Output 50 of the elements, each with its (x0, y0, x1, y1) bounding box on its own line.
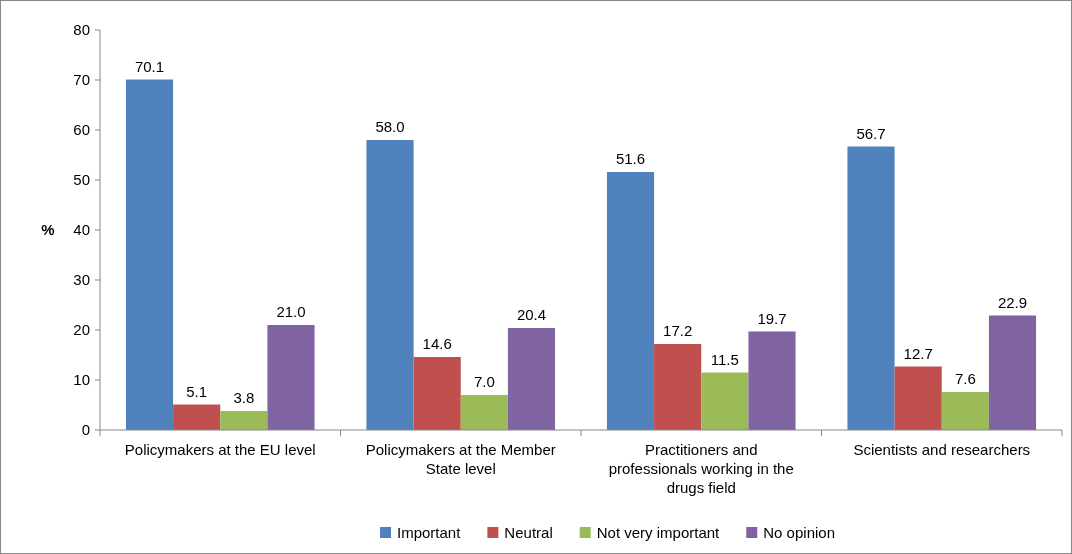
x-tick-label: Practitioners and professionals working in the drugs field (608, 441, 794, 496)
bar (941, 392, 989, 430)
bar (220, 411, 268, 430)
x-tick-label: Scientists and researchers (853, 441, 1031, 458)
data-label: 58.0 (375, 118, 405, 135)
data-label: 12.7 (903, 344, 933, 362)
bar (654, 344, 702, 430)
data-label: 70.1 (134, 57, 165, 75)
bar (988, 315, 1037, 430)
x-tick-label: Policymakers at the Member State level (365, 441, 556, 477)
bar (267, 325, 315, 430)
data-label: 22.9 (997, 293, 1028, 311)
data-label: 11.5 (710, 350, 739, 368)
bar (701, 372, 749, 430)
y-tick-label: 30 (73, 271, 90, 289)
data-label: 19.7 (757, 309, 787, 327)
bar (894, 366, 942, 430)
data-label: 7.0 (473, 373, 495, 390)
bar (460, 395, 508, 430)
data-label: 7.6 (954, 370, 976, 387)
bar (125, 79, 174, 430)
legend-label: Not very important (596, 524, 721, 542)
y-tick-label: 0 (81, 421, 90, 439)
y-tick-label: 10 (73, 371, 90, 389)
bar (748, 331, 796, 430)
data-label: 20.4 (516, 306, 547, 323)
y-tick-label: 80 (73, 21, 90, 39)
bar (173, 404, 221, 430)
bar (606, 172, 655, 430)
y-tick-label: 50 (73, 171, 90, 189)
bar (413, 357, 461, 430)
legend-label: Neutral (504, 524, 553, 542)
data-label: 14.6 (422, 335, 452, 352)
data-label: 21.0 (276, 303, 306, 320)
bar (366, 140, 414, 430)
data-label: 3.8 (233, 389, 255, 406)
y-tick-label: 20 (73, 321, 90, 339)
data-label: 51.6 (615, 150, 646, 167)
y-tick-label: 70 (73, 71, 90, 89)
x-tick-label: Policymakers at the EU level (124, 441, 316, 458)
y-axis-title: % (41, 221, 55, 239)
bar (847, 146, 895, 430)
legend-label: Important (397, 524, 462, 542)
data-label: 56.7 (856, 124, 886, 142)
data-label: 17.2 (663, 322, 693, 339)
data-label: 5.1 (186, 382, 208, 400)
y-tick-label: 40 (73, 221, 90, 239)
legend-label: No opinion (763, 524, 835, 542)
y-tick-label: 60 (73, 121, 90, 139)
bar (507, 328, 556, 430)
